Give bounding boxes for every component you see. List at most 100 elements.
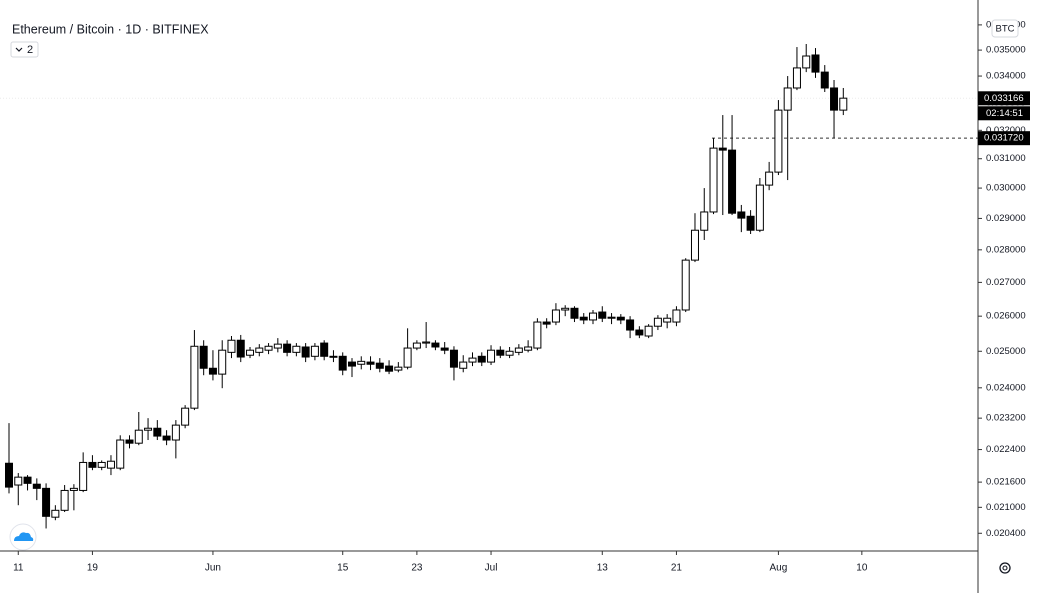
candle-body — [5, 462, 13, 488]
candle-body — [514, 347, 523, 353]
candle-body — [310, 345, 319, 357]
candle-body — [218, 349, 227, 375]
candle-body — [700, 211, 709, 231]
candle-body — [153, 427, 162, 437]
x-tick-label: 10 — [856, 563, 868, 574]
candle-body — [459, 361, 468, 369]
candle-body — [830, 87, 839, 111]
candle-body — [88, 461, 97, 468]
logo-cloud[interactable] — [14, 532, 34, 541]
x-tick-label: 21 — [671, 563, 683, 574]
toggle-count[interactable]: 2 — [27, 44, 33, 56]
candle-body — [653, 317, 662, 327]
y-tick-label: 0.026000 — [986, 311, 1026, 322]
candle-body — [320, 342, 329, 357]
candle-body — [227, 339, 236, 353]
candle-body — [690, 229, 699, 261]
candle-body — [329, 355, 338, 358]
candle-body — [246, 349, 255, 356]
y-tick-label: 0.031000 — [986, 153, 1026, 164]
y-tick-label: 0.025000 — [986, 346, 1026, 357]
candle-body — [23, 476, 32, 484]
candle-body — [255, 347, 264, 353]
candle-body — [533, 321, 542, 349]
candle-body — [579, 316, 588, 321]
candle-body — [412, 342, 421, 349]
candle-body — [264, 345, 273, 351]
y-tick-label: 0.030000 — [986, 183, 1026, 194]
candle-body — [505, 350, 514, 356]
candle-body — [51, 509, 60, 518]
candle-body — [236, 339, 245, 358]
candle-body — [663, 317, 672, 323]
candle-body — [338, 355, 347, 371]
legend-toggle[interactable]: 2 — [10, 41, 39, 58]
candle-body — [487, 349, 496, 363]
y-tick-label: 0.024000 — [986, 382, 1026, 393]
candle-body — [162, 435, 171, 441]
last-price-label: 0.033166 — [984, 93, 1024, 104]
candle-body — [292, 345, 301, 353]
candle-body — [199, 345, 208, 369]
candle-body — [106, 460, 115, 469]
candle-body — [468, 357, 477, 363]
candle-body — [375, 362, 384, 369]
candle-body — [524, 346, 533, 351]
candle-body — [811, 54, 820, 73]
candle-body — [681, 259, 690, 311]
x-tick-label: 23 — [411, 563, 423, 574]
candle-body — [820, 71, 829, 89]
candle-body — [737, 211, 746, 219]
candle-body — [144, 427, 153, 431]
candle-body — [765, 171, 774, 186]
candle-body — [672, 309, 681, 323]
candle-body — [14, 476, 23, 486]
candle-body — [431, 342, 440, 348]
candle-body — [718, 147, 727, 151]
candle-body — [616, 316, 625, 321]
candle-body — [97, 461, 106, 468]
candle-body — [542, 321, 551, 325]
candle-body — [477, 355, 486, 363]
candle-body — [774, 109, 783, 173]
gear-ring[interactable] — [999, 562, 1011, 574]
y-tick-label: 0.021000 — [986, 502, 1026, 513]
candle-body — [190, 345, 199, 409]
x-tick-label: 11 — [13, 563, 24, 574]
y-tick-label: 0.022400 — [986, 444, 1026, 455]
candle-body — [394, 366, 403, 371]
candle-body — [839, 97, 848, 111]
price-tags: BTC 0.033166 02:14:51 0.031720 — [978, 19, 1030, 146]
plot: 0.020400 0.021000 0.021600 0.022400 0.023200… — [0, 19, 1026, 574]
currency-label: BTC — [996, 24, 1015, 35]
toggle-chevron[interactable] — [15, 47, 23, 52]
candle-body — [69, 487, 78, 491]
marked-level-label: 0.031720 — [984, 133, 1024, 144]
candle-body — [589, 312, 598, 321]
logo[interactable] — [9, 523, 37, 551]
candle-body — [561, 307, 570, 311]
settings-icon[interactable] — [999, 562, 1011, 574]
candle-body — [755, 184, 764, 231]
candle-body — [709, 147, 718, 213]
toggle-box[interactable] — [10, 41, 39, 58]
candle-body — [273, 343, 282, 349]
candle-body — [366, 361, 375, 365]
currency-badge — [991, 19, 1019, 38]
candle-body — [79, 461, 88, 491]
candle-body — [357, 360, 366, 365]
candle-body — [635, 329, 644, 336]
gear-hub[interactable] — [1002, 565, 1008, 571]
candle-body — [42, 487, 51, 517]
y-tick-label: 0.034000 — [986, 71, 1026, 82]
candle-body — [746, 215, 755, 231]
candle-body — [496, 349, 505, 356]
candle-body — [551, 309, 560, 323]
y-tick-label: 0.027000 — [986, 277, 1026, 288]
candle-body — [347, 361, 356, 367]
y-tick-label: 0.028000 — [986, 244, 1026, 255]
candle-body — [598, 311, 607, 319]
x-tick-label: 15 — [337, 563, 349, 574]
y-tick-label: 0.035000 — [986, 45, 1026, 56]
